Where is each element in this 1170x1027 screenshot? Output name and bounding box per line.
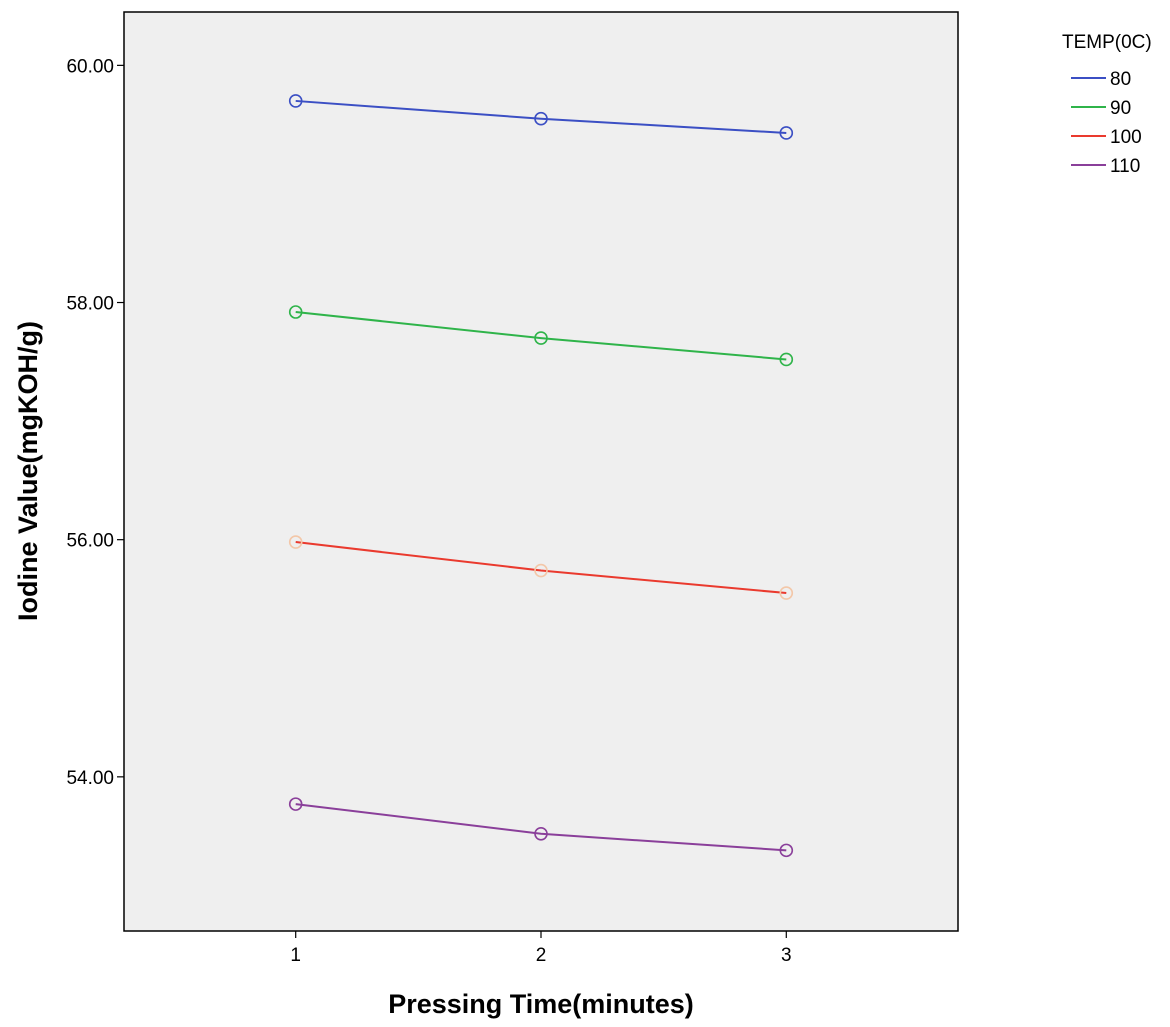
y-axis: 54.00 56.00 58.00 60.00 xyxy=(66,56,124,789)
data-point xyxy=(288,305,303,319)
series-80 xyxy=(288,94,794,140)
plot-area xyxy=(123,11,959,932)
data-point xyxy=(779,586,794,600)
series-90 xyxy=(288,305,794,367)
series-layer xyxy=(288,94,794,858)
x-axis: 1 2 3 xyxy=(290,931,792,966)
x-tick-label: 1 xyxy=(290,945,301,966)
legend: TEMP(0C) 80 90 100 110 xyxy=(1062,32,1152,177)
data-point xyxy=(288,797,303,811)
series-110 xyxy=(288,797,794,858)
data-point xyxy=(534,563,548,578)
data-point xyxy=(534,331,548,345)
legend-item-label: 90 xyxy=(1110,98,1131,119)
legend-title: TEMP(0C) xyxy=(1062,32,1152,53)
data-point xyxy=(534,826,548,841)
series-line xyxy=(295,311,787,361)
legend-item-label: 100 xyxy=(1110,127,1142,148)
data-point xyxy=(779,843,794,858)
x-tick-label: 3 xyxy=(781,945,792,966)
series-line xyxy=(295,803,787,852)
series-100 xyxy=(288,535,794,600)
series-line xyxy=(295,99,787,134)
y-tick-label: 54.00 xyxy=(66,768,114,789)
legend-item-label: 80 xyxy=(1110,69,1131,90)
data-point xyxy=(288,535,303,549)
y-tick-label: 60.00 xyxy=(66,56,114,77)
legend-item-label: 110 xyxy=(1110,156,1140,177)
x-tick-label: 2 xyxy=(536,945,547,966)
series-line xyxy=(295,541,787,595)
y-tick-label: 58.00 xyxy=(66,294,114,315)
x-axis-title: Pressing Time(minutes) xyxy=(388,989,694,1019)
data-point xyxy=(534,111,548,126)
data-point xyxy=(779,352,794,367)
data-point xyxy=(288,94,303,108)
y-axis-title: Iodine Value(mgKOH/g) xyxy=(13,321,43,621)
data-point xyxy=(779,126,794,140)
y-tick-label: 56.00 xyxy=(66,531,114,552)
